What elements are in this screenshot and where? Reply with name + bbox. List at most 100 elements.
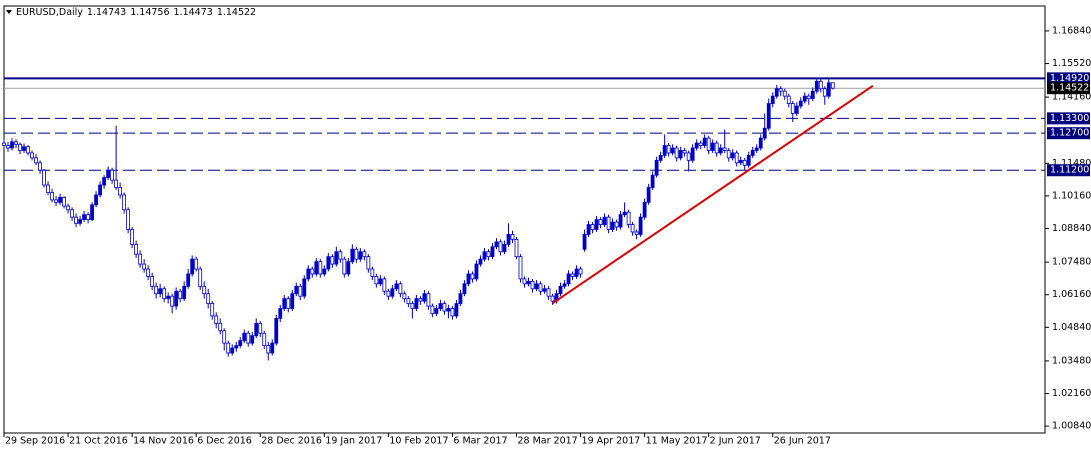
candle-body <box>326 256 331 270</box>
low: 1.14473 <box>174 7 213 18</box>
candle-body <box>342 258 347 275</box>
candle-body <box>42 169 46 186</box>
candle-body <box>478 258 483 265</box>
price-label-box <box>1047 82 1090 95</box>
candle-body <box>174 290 179 307</box>
level-label-box <box>1047 127 1090 140</box>
candle-body <box>466 273 471 285</box>
x-tick-label: 10 Feb 2017 <box>389 436 448 447</box>
y-tick-label: 1.06160 <box>1052 289 1091 300</box>
candle-body <box>774 88 779 97</box>
candle-body <box>510 234 515 240</box>
candle-body <box>354 248 359 260</box>
candle-body <box>206 293 211 304</box>
candle-body <box>642 201 647 218</box>
candle-body <box>594 219 599 230</box>
candle-body <box>430 305 435 314</box>
candle-body <box>454 303 459 317</box>
candle-body <box>490 246 495 258</box>
candle-body <box>666 145 671 154</box>
candle-body <box>302 278 307 297</box>
candle-body <box>394 283 399 290</box>
y-tick-label: 1.03480 <box>1052 355 1091 366</box>
candle-body <box>38 162 42 171</box>
candle-body <box>658 155 663 161</box>
candle-body <box>382 278 387 292</box>
candle-body <box>574 268 579 277</box>
candle-body <box>398 283 403 295</box>
candle-body <box>182 285 187 300</box>
candle-body <box>54 199 58 203</box>
candle-body <box>814 80 819 92</box>
candle-body <box>606 216 611 230</box>
candle-body <box>210 303 215 317</box>
candle-body <box>50 192 54 201</box>
x-tick-label: 21 Oct 2016 <box>69 436 128 447</box>
candle-body <box>314 261 319 275</box>
candle-body <box>614 221 619 228</box>
candle-body <box>334 251 339 265</box>
candle-body <box>18 143 22 151</box>
candle-body <box>286 298 291 309</box>
candle-body <box>254 322 259 337</box>
candle-body <box>166 295 171 300</box>
candle-body <box>618 214 623 228</box>
candle-body <box>562 283 567 287</box>
x-tick-label: 6 Dec 2016 <box>197 436 252 447</box>
y-tick-label: 1.10160 <box>1052 190 1091 201</box>
candle-body <box>366 256 371 270</box>
candle-body <box>778 88 783 92</box>
x-tick-label: 28 Mar 2017 <box>517 436 577 447</box>
candle-body <box>434 308 439 314</box>
candle-body <box>634 231 639 235</box>
candle-body <box>226 342 231 354</box>
x-tick-label: 26 Jun 2017 <box>774 436 831 447</box>
candle-body <box>654 159 659 176</box>
candle-body <box>106 169 111 179</box>
y-tick-label: 1.00840 <box>1052 421 1091 432</box>
candle-body <box>266 345 271 354</box>
candle-body <box>782 90 787 97</box>
high: 1.14756 <box>130 7 169 18</box>
candle-body <box>234 345 239 349</box>
level-label: 1.11200 <box>1050 165 1089 176</box>
candle-body <box>498 241 503 253</box>
candle-body <box>726 150 731 159</box>
candle-body <box>158 288 163 295</box>
candle-body <box>438 303 443 309</box>
candle-body <box>494 241 499 248</box>
candle-body <box>646 187 651 203</box>
candle-body <box>6 145 10 149</box>
candle-body <box>298 285 303 297</box>
candle-body <box>230 347 235 354</box>
candle-body <box>630 224 635 233</box>
candle-body <box>518 256 523 280</box>
candle-body <box>178 290 183 300</box>
candle-body <box>742 159 747 166</box>
candle-body <box>450 308 455 317</box>
level-label-box <box>1047 112 1090 125</box>
y-tick-label: 1.04840 <box>1052 322 1091 333</box>
candle-body <box>262 332 267 346</box>
candle-body <box>706 137 711 151</box>
candle-body <box>14 141 18 145</box>
marks <box>2 77 1045 361</box>
candle-body <box>110 169 115 181</box>
candle-body <box>374 276 379 285</box>
candle-body <box>810 90 815 100</box>
candle-body <box>714 142 719 154</box>
candle-body <box>486 251 491 258</box>
candle-body <box>118 187 123 196</box>
price-label: 1.14522 <box>1050 83 1089 94</box>
candle-body <box>766 103 771 129</box>
candle-body <box>674 147 679 159</box>
candle-body <box>162 288 167 300</box>
open: 1.14743 <box>87 7 126 18</box>
candle-body <box>626 211 631 225</box>
candle-body <box>694 142 699 149</box>
candle-body <box>830 82 835 89</box>
candle-body <box>294 285 299 295</box>
candle-body <box>2 142 6 146</box>
candle-body <box>114 179 119 188</box>
candle-body <box>138 253 143 265</box>
